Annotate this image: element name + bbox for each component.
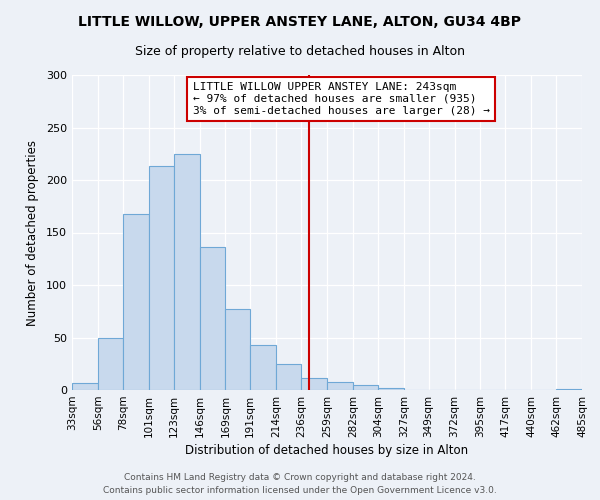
- Bar: [556, 389, 582, 390]
- Bar: [149, 166, 173, 390]
- Bar: [276, 364, 301, 390]
- Bar: [72, 382, 98, 390]
- Y-axis label: Number of detached properties: Number of detached properties: [26, 140, 39, 326]
- Text: LITTLE WILLOW, UPPER ANSTEY LANE, ALTON, GU34 4BP: LITTLE WILLOW, UPPER ANSTEY LANE, ALTON,…: [79, 15, 521, 29]
- Bar: [250, 345, 276, 390]
- Text: Size of property relative to detached houses in Alton: Size of property relative to detached ho…: [135, 45, 465, 58]
- Text: LITTLE WILLOW UPPER ANSTEY LANE: 243sqm
← 97% of detached houses are smaller (93: LITTLE WILLOW UPPER ANSTEY LANE: 243sqm …: [193, 82, 490, 116]
- Bar: [173, 154, 199, 390]
- Bar: [378, 388, 404, 390]
- Bar: [98, 338, 123, 390]
- Bar: [226, 309, 250, 390]
- X-axis label: Distribution of detached houses by size in Alton: Distribution of detached houses by size …: [185, 444, 469, 457]
- Bar: [200, 247, 226, 390]
- Bar: [353, 385, 378, 390]
- Bar: [327, 382, 353, 390]
- Text: Contains public sector information licensed under the Open Government Licence v3: Contains public sector information licen…: [103, 486, 497, 495]
- Text: Contains HM Land Registry data © Crown copyright and database right 2024.: Contains HM Land Registry data © Crown c…: [124, 474, 476, 482]
- Bar: [123, 214, 149, 390]
- Bar: [301, 378, 327, 390]
